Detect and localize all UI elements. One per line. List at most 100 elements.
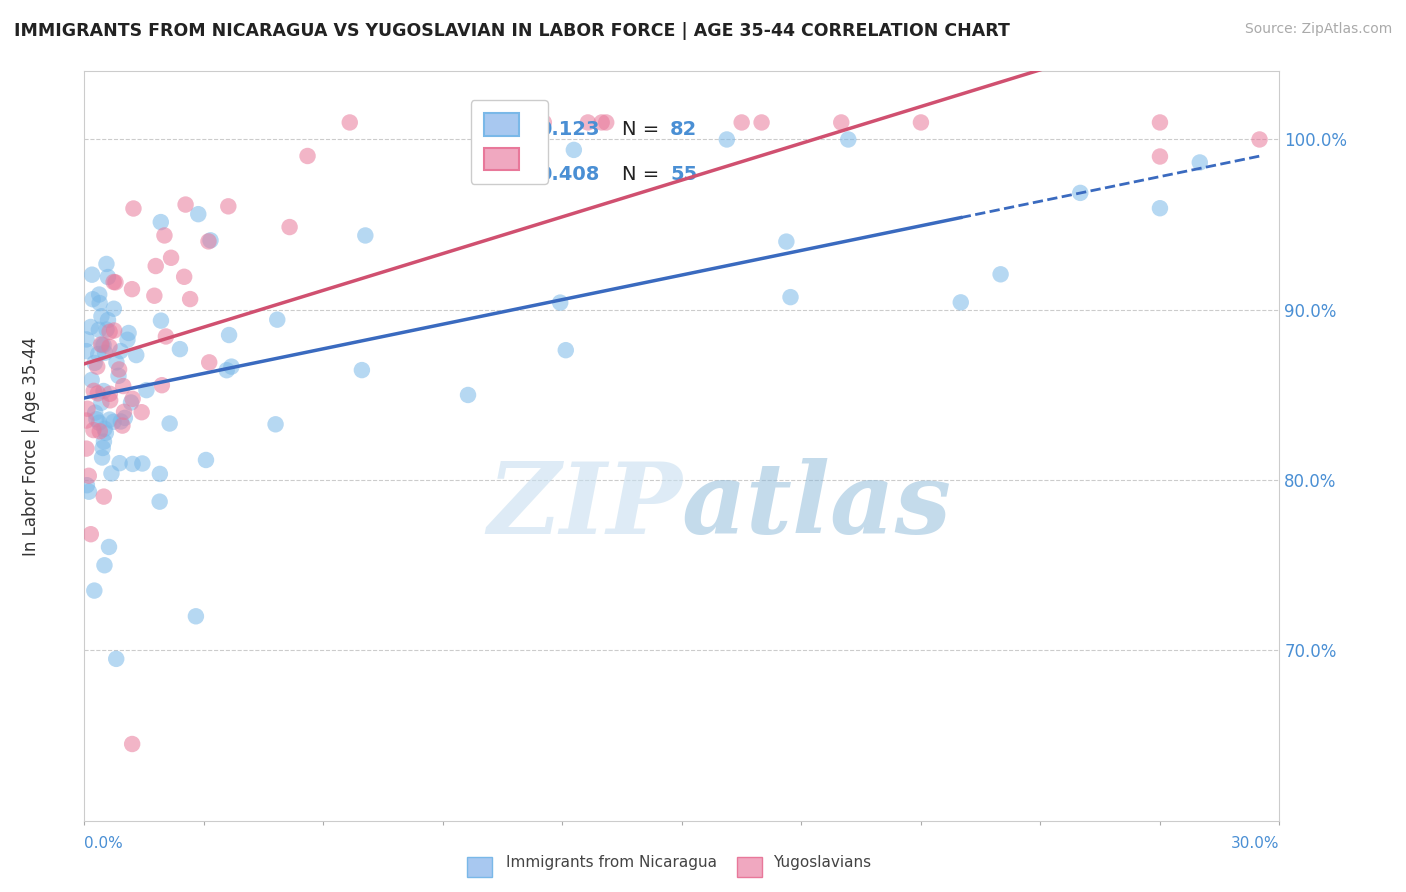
Point (779, 290, 801, 304)
Point (77, 484, 100, 499)
Text: IMMIGRANTS FROM NICARAGUA VS YUGOSLAVIAN IN LABOR FORCE | AGE 35-44 CORRELATION : IMMIGRANTS FROM NICARAGUA VS YUGOSLAVIAN… (14, 22, 1010, 40)
Point (112, 379, 135, 393)
Point (110, 415, 132, 429)
Point (184, 609, 207, 624)
Point (153, 228, 176, 243)
Text: 82: 82 (671, 120, 697, 139)
Point (121, 737, 143, 751)
Point (1188, 155, 1211, 169)
Point (751, 115, 773, 129)
Point (91, 441, 114, 455)
Point (103, 415, 125, 429)
Point (354, 228, 377, 243)
Point (117, 326, 139, 340)
Point (350, 363, 373, 377)
Point (150, 378, 173, 392)
Point (533, 115, 555, 129)
Point (731, 115, 754, 129)
Point (218, 328, 240, 343)
Point (1069, 186, 1091, 200)
Point (98, 393, 121, 408)
Point (98, 325, 121, 339)
Point (117, 333, 139, 347)
Point (114, 410, 136, 425)
Point (94, 425, 117, 440)
Point (215, 363, 238, 377)
Text: 55: 55 (671, 165, 697, 184)
Point (1149, 115, 1171, 129)
Text: In Labor Force | Age 35-44: In Labor Force | Age 35-44 (22, 336, 39, 556)
Point (86, 359, 108, 374)
Point (105, 355, 128, 369)
Text: R =: R = (472, 120, 515, 139)
Point (94, 345, 117, 359)
Point (80, 373, 103, 387)
Text: Immigrants from Nicaragua: Immigrants from Nicaragua (506, 855, 717, 870)
Point (159, 417, 181, 431)
Point (90, 396, 112, 410)
Point (98, 340, 121, 354)
Point (160, 251, 183, 265)
Point (80, 268, 103, 282)
Point (76, 478, 98, 492)
Text: 0.408: 0.408 (538, 165, 600, 184)
Point (509, 115, 531, 129)
Point (75, 413, 97, 427)
Point (217, 199, 239, 213)
Text: R =: R = (472, 165, 515, 184)
Point (82, 292, 104, 306)
Point (278, 220, 301, 235)
Point (457, 388, 479, 402)
Point (562, 143, 585, 157)
Point (198, 355, 221, 369)
Point (97, 313, 120, 327)
Point (595, 115, 617, 129)
Point (120, 395, 142, 409)
Point (87, 386, 110, 401)
Point (77, 468, 100, 483)
Point (145, 259, 167, 273)
Point (98, 540, 121, 554)
Text: 0.123: 0.123 (538, 120, 600, 139)
Point (93, 558, 115, 573)
Point (131, 457, 153, 471)
Point (93, 434, 115, 449)
Text: 30.0%: 30.0% (1232, 836, 1279, 851)
Legend: , : , (471, 100, 548, 184)
Point (87, 416, 110, 430)
Point (990, 268, 1012, 282)
Point (89, 287, 111, 301)
Point (195, 453, 218, 467)
Point (84, 406, 107, 420)
Point (221, 359, 243, 374)
Point (149, 467, 172, 481)
Point (266, 312, 288, 326)
Point (110, 344, 132, 359)
Point (98, 412, 121, 426)
Point (91, 450, 114, 465)
Point (83, 384, 105, 398)
Point (576, 115, 599, 129)
Point (93, 338, 115, 352)
Point (149, 494, 172, 508)
Point (76, 401, 98, 416)
Point (1249, 132, 1271, 146)
Point (93, 384, 115, 398)
Point (716, 132, 738, 146)
Point (1149, 201, 1171, 215)
Point (108, 456, 131, 470)
Point (149, 215, 172, 229)
Point (105, 652, 128, 666)
Point (96, 322, 118, 336)
Point (949, 295, 972, 310)
Point (197, 235, 219, 249)
Point (830, 115, 852, 129)
Text: N =: N = (623, 120, 665, 139)
Text: atlas: atlas (682, 458, 952, 554)
Point (179, 292, 201, 306)
Point (155, 329, 177, 343)
Point (297, 149, 319, 163)
Point (80, 527, 103, 541)
Point (86, 412, 108, 426)
Point (169, 342, 191, 356)
